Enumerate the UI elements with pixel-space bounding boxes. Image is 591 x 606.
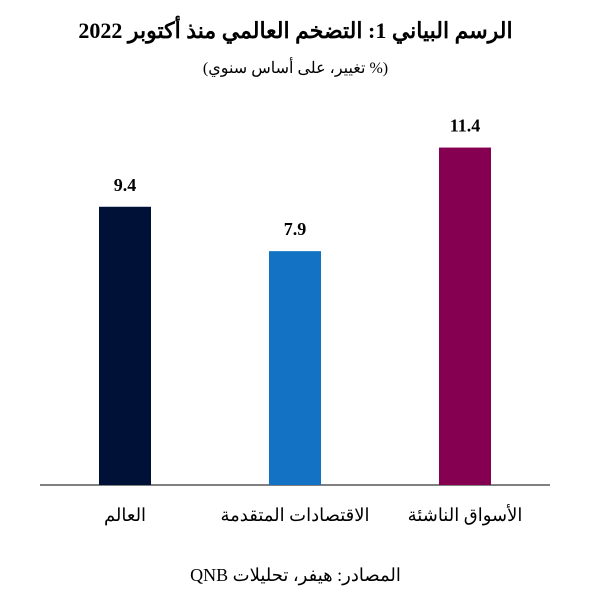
category-label-advanced: الاقتصادات المتقدمة (220, 505, 369, 525)
data-label-world: 9.4 (114, 175, 137, 195)
chart-subtitle: (% تغيير، على أساس سنوي) (202, 60, 389, 77)
bar-advanced (269, 251, 321, 485)
category-label-world: العالم (104, 505, 146, 526)
bar-emerging (439, 147, 491, 485)
category-label-emerging: الأسواق الناشئة (408, 503, 523, 526)
chart-title: الرسم البياني 1: التضخم العالمي منذ أكتو… (78, 18, 513, 43)
data-label-advanced: 7.9 (284, 219, 307, 239)
bar-chart: 9.4 العالم 7.9 الاقتصادات المتقدمة 11.4 الأسو… (40, 95, 560, 535)
data-label-emerging: 11.4 (450, 116, 481, 136)
source-note: المصادر: هيفر، تحليلات QNB (190, 565, 401, 585)
bar-chart-svg: 9.4 العالم 7.9 الاقتصادات المتقدمة 11.4 الأسو… (40, 116, 550, 526)
bar-world (99, 206, 151, 485)
